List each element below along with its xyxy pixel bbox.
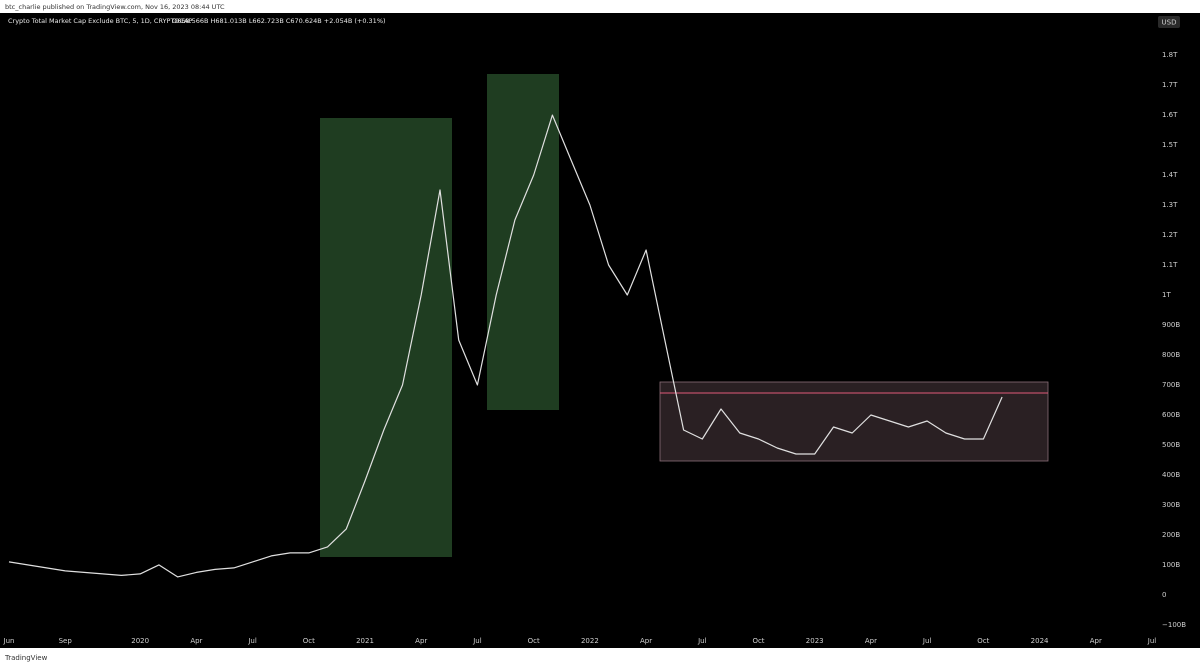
x-tick-label: Oct — [977, 637, 989, 645]
y-tick-label: 1.4T — [1162, 171, 1178, 179]
footer-bar — [0, 648, 1200, 666]
highlight-box — [320, 118, 452, 557]
y-tick-label: 600B — [1162, 411, 1180, 419]
y-tick-label: −100B — [1162, 621, 1186, 629]
range-box — [659, 381, 1049, 462]
y-tick-label: 800B — [1162, 351, 1180, 359]
currency-button[interactable] — [1158, 16, 1180, 28]
x-tick-label: Jun — [3, 637, 15, 645]
x-tick-label: Jul — [922, 637, 932, 645]
x-tick-label: 2024 — [1031, 637, 1049, 645]
x-tick-label: Jul — [472, 637, 482, 645]
x-tick-label: 2021 — [356, 637, 374, 645]
y-tick-label: 1.5T — [1162, 141, 1178, 149]
x-tick-label: Jul — [247, 637, 257, 645]
x-tick-label: Apr — [1090, 637, 1102, 645]
x-tick-label: Oct — [303, 637, 315, 645]
x-tick-label: 2023 — [806, 637, 824, 645]
y-tick-label: 400B — [1162, 471, 1180, 479]
x-tick-label: Oct — [752, 637, 764, 645]
footer-logo: TradingView — [4, 654, 48, 662]
y-tick-label: 500B — [1162, 441, 1180, 449]
y-tick-label: 0 — [1162, 591, 1166, 599]
x-tick-label: Apr — [640, 637, 652, 645]
currency-label[interactable]: USD — [1162, 19, 1177, 27]
y-tick-label: 100B — [1162, 561, 1180, 569]
x-tick-label: Apr — [415, 637, 427, 645]
price-line — [8, 114, 1003, 578]
x-tick-label: Jul — [1147, 637, 1157, 645]
y-tick-label: 300B — [1162, 501, 1180, 509]
y-tick-label: 1.8T — [1162, 51, 1178, 59]
x-tick-label: Oct — [528, 637, 540, 645]
y-tick-label: 200B — [1162, 531, 1180, 539]
y-tick-label: 700B — [1162, 381, 1180, 389]
x-tick-label: Sep — [59, 637, 73, 645]
y-tick-label: 1.1T — [1162, 261, 1178, 269]
x-tick-label: Apr — [190, 637, 202, 645]
ohlc-readout: O668.566B H681.013B L662.723B C670.624B … — [172, 17, 386, 25]
y-tick-label: 1.3T — [1162, 201, 1178, 209]
y-tick-label: 1.2T — [1162, 231, 1178, 239]
y-tick-label: 1.7T — [1162, 81, 1178, 89]
chart-title: Crypto Total Market Cap Exclude BTC, 5, … — [8, 17, 193, 25]
y-tick-label: 900B — [1162, 321, 1180, 329]
x-tick-label: Apr — [865, 637, 877, 645]
y-tick-label: 1T — [1162, 291, 1171, 299]
y-tick-label: 1.6T — [1162, 111, 1178, 119]
highlight-box — [487, 74, 559, 410]
x-tick-label: 2020 — [131, 637, 149, 645]
header-bar — [0, 0, 1200, 13]
x-tick-label: 2022 — [581, 637, 599, 645]
x-tick-label: Jul — [697, 637, 707, 645]
attribution: btc_charlie published on TradingView.com… — [5, 3, 225, 11]
chart-area — [0, 13, 1200, 648]
